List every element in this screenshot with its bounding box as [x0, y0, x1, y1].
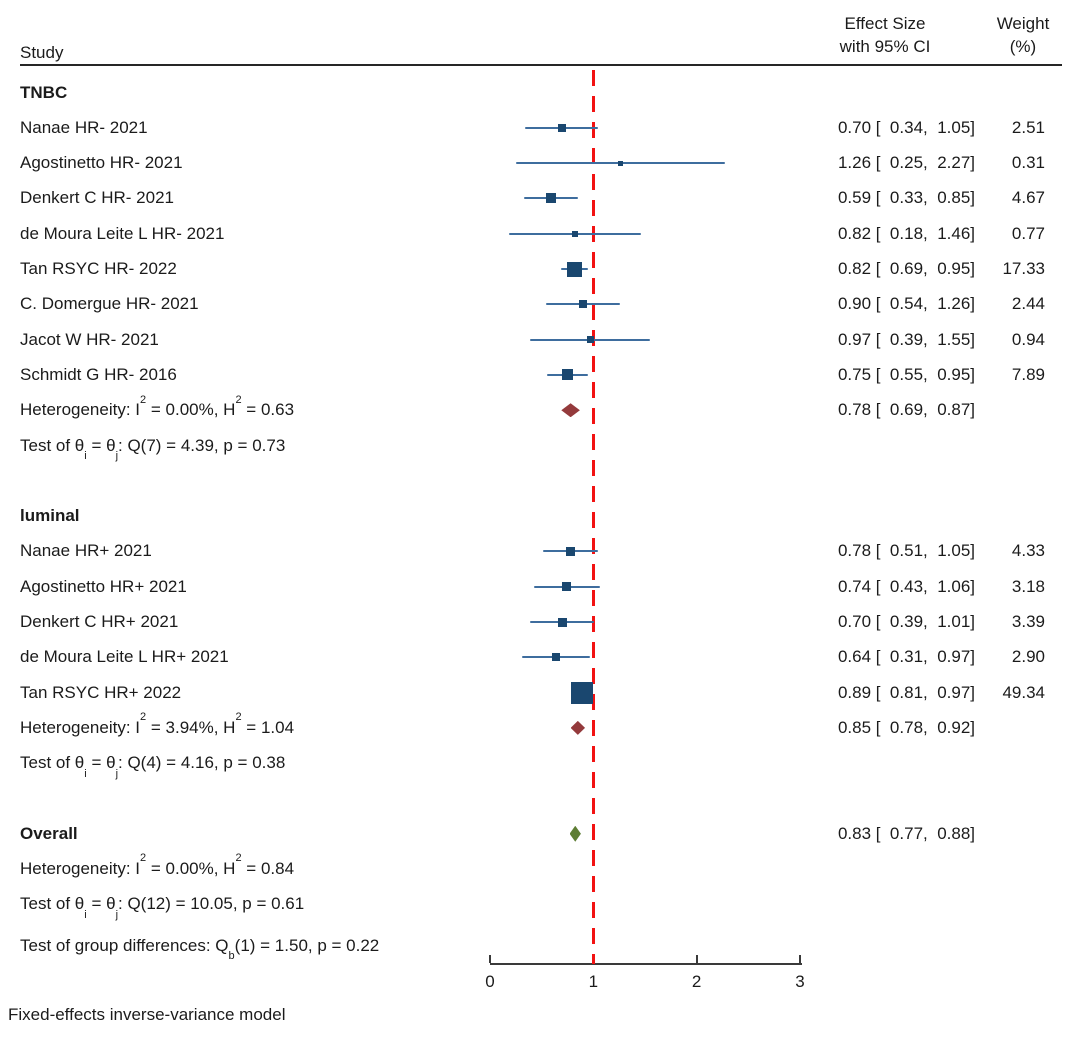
heterogeneity-text: Heterogeneity: I2 = 0.00%, H2 = 0.84 — [20, 852, 295, 879]
study-label: Denkert C HR- 2021 — [20, 188, 175, 208]
axis-tick — [695, 955, 698, 963]
effect-size-value: 0.90 [ 0.54, 1.26] — [837, 294, 975, 314]
weight-header-line2: (%) — [1009, 37, 1037, 56]
axis-tick — [798, 955, 801, 963]
axis-tick-label: 0 — [485, 972, 495, 991]
effect-square — [557, 617, 567, 627]
axis-tick — [489, 955, 491, 963]
effect-size-value: 0.74 [ 0.43, 1.06] — [837, 576, 975, 596]
study-label: Jacot W HR- 2021 — [20, 329, 159, 349]
effect-size-value: 0.64 [ 0.31, 0.97] — [837, 647, 975, 667]
weight-value: 3.39 — [1011, 612, 1045, 631]
effect-size-value: 0.78 [ 0.69, 0.87] — [837, 400, 975, 420]
study-label: de Moura Leite L HR- 2021 — [20, 223, 225, 243]
effect-size-value: 0.75 [ 0.55, 0.95] — [837, 364, 975, 384]
effect-square — [570, 681, 593, 704]
effect-size-value: 0.89 [ 0.81, 0.97] — [837, 682, 975, 702]
study-label: C. Domergue HR- 2021 — [20, 294, 199, 314]
test-text: Test of θi = θj: Q(12) = 10.05, p = 0.61 — [20, 894, 305, 921]
weight-value: 0.31 — [1011, 153, 1045, 173]
effect-size-value: 0.70 [ 0.34, 1.05] — [837, 117, 975, 137]
test-text: Test of group differences: Qb(1) = 1.50,… — [20, 935, 380, 963]
axis-tick-label: 2 — [691, 972, 702, 991]
weight-header-line1: Weight — [996, 14, 1050, 33]
effect-square — [617, 160, 623, 166]
effect-square — [558, 123, 567, 132]
study-label: Agostinetto HR- 2021 — [20, 153, 183, 173]
study-label: Nanae HR- 2021 — [20, 117, 148, 137]
weight-value: 2.44 — [1011, 294, 1045, 314]
effect-size-value: 1.26 [ 0.25, 2.27] — [837, 153, 975, 173]
effect-size-value: 0.59 [ 0.33, 0.85] — [837, 188, 975, 208]
header-divider — [20, 64, 1062, 66]
heterogeneity-text: Heterogeneity: I2 = 0.00%, H2 = 0.63 — [20, 393, 295, 420]
effect-header-line1: Effect Size — [844, 14, 926, 33]
weight-column-header: Weight (%) — [988, 12, 1058, 58]
study-label: Agostinetto HR+ 2021 — [20, 576, 187, 596]
study-label: Tan RSYC HR+ 2022 — [20, 682, 182, 702]
effect-square — [561, 582, 571, 592]
effect-size-value: 0.78 [ 0.51, 1.05] — [837, 541, 975, 561]
study-column-header: Study — [20, 43, 64, 62]
subgroup-diamond — [570, 720, 586, 735]
study-label: Denkert C HR+ 2021 — [20, 612, 179, 631]
x-axis-line — [490, 963, 802, 965]
effect-square — [545, 193, 556, 204]
axis-tick-label: 1 — [588, 972, 599, 991]
test-text: Test of θi = θj: Q(4) = 4.16, p = 0.38 — [20, 753, 286, 780]
effect-size-value: 0.82 [ 0.18, 1.46] — [837, 223, 975, 243]
weight-value: 2.90 — [1011, 647, 1045, 667]
effect-square — [586, 336, 594, 344]
group-label: TNBC — [20, 82, 68, 102]
weight-value: 4.33 — [1011, 541, 1045, 561]
effect-square — [552, 653, 561, 662]
study-label: de Moura Leite L HR+ 2021 — [20, 647, 229, 667]
weight-value: 17.33 — [1002, 259, 1045, 278]
effect-square — [567, 261, 583, 277]
weight-value: 49.34 — [1002, 682, 1045, 702]
weight-value: 2.51 — [1011, 117, 1045, 137]
axis-tick-label: 3 — [795, 972, 805, 991]
model-note: Fixed-effects inverse-variance model — [8, 1005, 286, 1024]
overall-diamond — [569, 825, 581, 842]
group-label: luminal — [20, 506, 80, 526]
study-label: Schmidt G HR- 2016 — [20, 364, 177, 384]
effect-size-value: 0.97 [ 0.39, 1.55] — [837, 329, 975, 349]
weight-value: 4.67 — [1011, 188, 1045, 208]
effect-square — [566, 546, 576, 556]
effect-square — [561, 369, 573, 381]
study-label: Nanae HR+ 2021 — [20, 541, 152, 561]
weight-value: 7.89 — [1011, 364, 1045, 384]
subgroup-diamond — [561, 403, 580, 418]
weight-value: 0.94 — [1011, 329, 1045, 349]
overall-label: Overall — [20, 823, 78, 843]
effect-size-value: 0.83 [ 0.77, 0.88] — [837, 823, 975, 843]
weight-value: 0.77 — [1011, 223, 1045, 243]
effect-square — [578, 300, 587, 309]
effect-size-value: 0.85 [ 0.78, 0.92] — [837, 717, 975, 737]
effect-header-line2: with 95% CI — [839, 37, 931, 56]
effect-square — [571, 230, 578, 237]
study-label: Tan RSYC HR- 2022 — [20, 259, 177, 278]
weight-value: 3.18 — [1011, 576, 1045, 596]
heterogeneity-text: Heterogeneity: I2 = 3.94%, H2 = 1.04 — [20, 711, 295, 737]
effect-size-value: 0.82 [ 0.69, 0.95] — [837, 259, 975, 278]
effect-column-header: Effect Size with 95% CI — [795, 12, 975, 58]
effect-size-value: 0.70 [ 0.39, 1.01] — [837, 612, 975, 631]
reference-line — [591, 70, 595, 964]
test-text: Test of θi = θj: Q(7) = 4.39, p = 0.73 — [20, 435, 286, 462]
